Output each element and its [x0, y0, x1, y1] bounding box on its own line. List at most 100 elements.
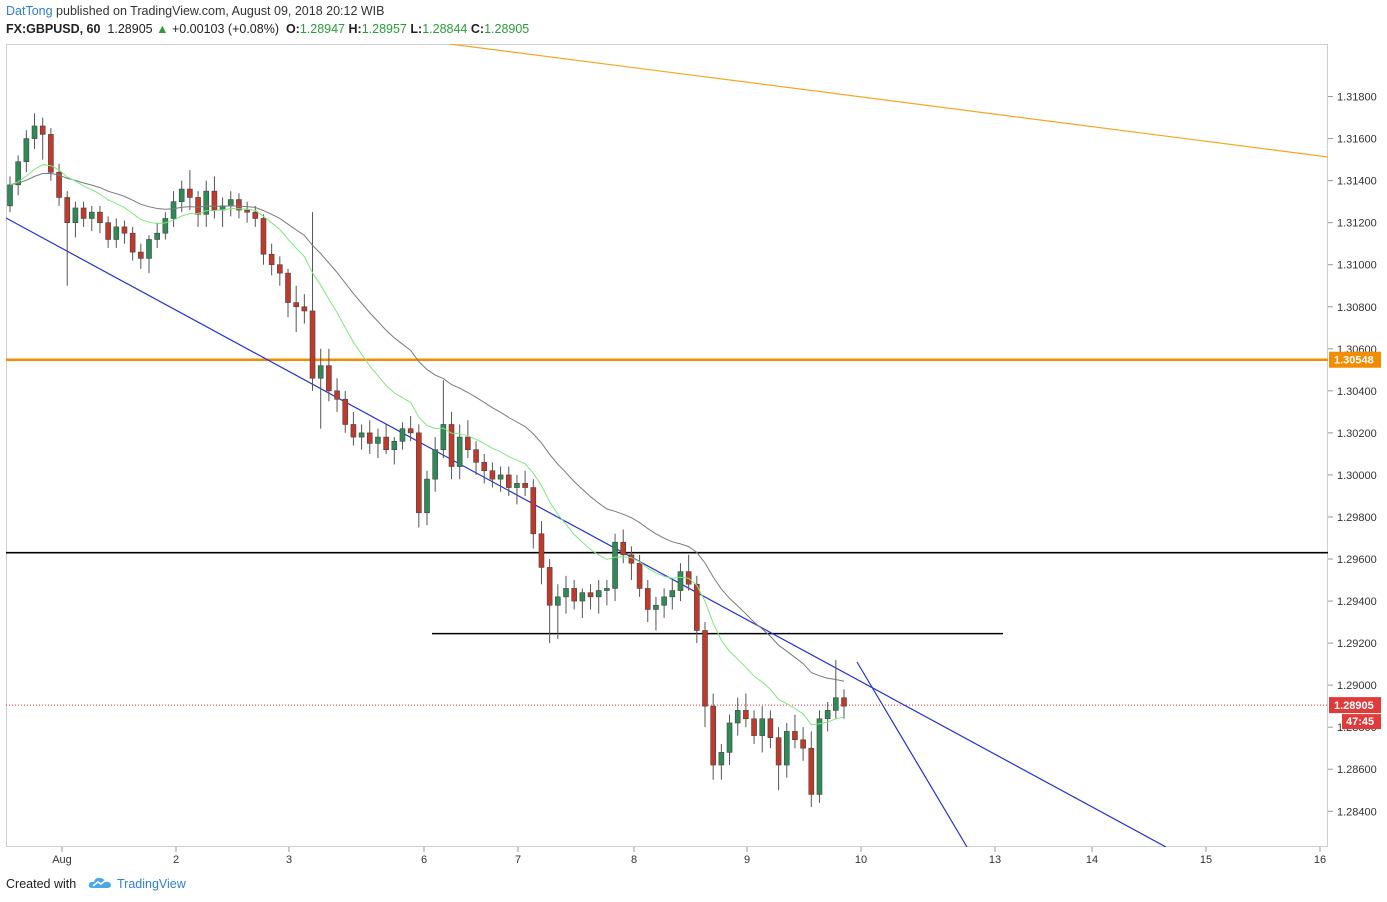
candle-body	[366, 432, 373, 444]
candle-body	[358, 432, 365, 438]
candle-body	[48, 134, 54, 173]
candle-body	[440, 424, 447, 451]
candle-body	[563, 588, 569, 598]
candle-body	[448, 424, 455, 467]
high-key: H:	[348, 22, 362, 36]
candle-body	[211, 190, 218, 211]
tradingview-cloud-icon[interactable]	[88, 875, 112, 891]
candle-body	[227, 199, 234, 207]
candle-body	[456, 436, 463, 467]
low-value: 1.28844	[422, 22, 468, 36]
price-change: +0.00103 (+0.08%)	[171, 22, 279, 36]
candle-body	[669, 590, 676, 598]
candle-body	[285, 272, 291, 303]
candle-body	[162, 218, 169, 234]
candle-body	[841, 697, 847, 707]
y-tick-label: 1.30000	[1337, 470, 1377, 482]
candle-body	[604, 588, 610, 591]
candle-body	[489, 470, 496, 480]
candle-body	[23, 138, 30, 163]
x-tick-label: 9	[744, 854, 750, 866]
candle-body	[612, 541, 618, 589]
publish-info: DatTong published on TradingView.com, Au…	[6, 4, 385, 18]
candle-body	[465, 436, 471, 451]
candle-body	[407, 428, 414, 434]
candle-body	[80, 207, 87, 219]
low-key: L:	[410, 22, 423, 36]
publish-text: published on TradingView.com, August 09,…	[52, 4, 385, 18]
candle-body	[432, 449, 438, 480]
candle-body	[653, 604, 659, 610]
x-tick-label: 2	[173, 854, 179, 866]
close-key: C:	[470, 22, 485, 36]
candle-body	[514, 483, 520, 488]
candle-body	[342, 398, 349, 425]
x-tick-label: 10	[855, 854, 867, 866]
chart-plot-area[interactable]	[6, 44, 1328, 847]
open-key: O:	[285, 22, 300, 36]
author-link[interactable]: DatTong	[6, 4, 53, 18]
candle-body	[309, 310, 316, 379]
x-tick-label: 6	[421, 854, 427, 866]
countdown-label: 47:45	[1346, 716, 1374, 728]
y-tick-label: 1.30200	[1337, 428, 1377, 440]
projection-line	[856, 661, 968, 847]
tradingview-link[interactable]: TradingView	[117, 877, 186, 891]
x-tick-label: 14	[1086, 854, 1098, 866]
candle-body	[195, 197, 201, 215]
last-price-label: 1.28905	[1334, 700, 1374, 712]
candle-body	[301, 306, 308, 312]
candle-body	[555, 596, 561, 606]
y-tick-label: 1.31200	[1337, 218, 1377, 230]
candle-body	[244, 209, 250, 213]
candle-body	[97, 211, 103, 223]
x-tick-label: 16	[1314, 854, 1326, 866]
y-tick-label: 1.28600	[1337, 764, 1377, 776]
candle-body	[317, 365, 324, 379]
candle-body	[505, 474, 512, 488]
candle-body	[775, 737, 782, 766]
symbol-label: FX:GBPUSD, 60	[6, 22, 101, 36]
candle-body	[138, 251, 144, 259]
candle-body	[587, 592, 594, 598]
slow-moving-average	[9, 172, 845, 682]
candle-body	[571, 588, 577, 602]
candle-body	[56, 171, 62, 198]
y-tick-label: 1.31600	[1337, 134, 1377, 146]
candle-body	[726, 722, 733, 753]
candle-body	[268, 253, 275, 266]
candle-body	[252, 211, 259, 219]
candle-body	[424, 478, 430, 514]
x-tick-label: 13	[989, 854, 1001, 866]
candle-body	[759, 718, 766, 736]
candle-body	[72, 207, 79, 223]
y-tick-label: 1.31800	[1337, 92, 1377, 104]
candle-body	[260, 218, 267, 255]
y-tick-label: 1.28400	[1337, 806, 1377, 818]
descending-trendline	[6, 217, 1167, 847]
close-value: 1.28905	[484, 22, 530, 36]
candle-body	[7, 184, 13, 207]
candle-body	[677, 571, 684, 591]
candle-body	[767, 718, 774, 738]
candle-body	[833, 697, 839, 711]
candle-body	[15, 161, 21, 186]
candle-body	[522, 483, 528, 488]
candle-body	[399, 428, 406, 442]
open-value: 1.28947	[299, 22, 346, 36]
candle-body	[743, 710, 749, 720]
price-chart[interactable]: 1.31800 1.31600 1.31400 1.31200 1.31000 1.308…	[0, 0, 1387, 866]
candle-body	[718, 752, 725, 766]
candle-body	[88, 211, 95, 219]
resistance-price-label: 1.30548	[1334, 355, 1374, 367]
candle-body	[710, 705, 716, 766]
x-tick-label: 3	[286, 854, 292, 866]
candle-body	[391, 440, 398, 451]
x-tick-label: 8	[631, 854, 637, 866]
candle-body	[800, 739, 806, 749]
candle-body	[277, 264, 283, 274]
last-price-tag	[1329, 697, 1381, 714]
candle-body	[236, 199, 242, 211]
candle-body	[694, 583, 700, 631]
y-tick-label: 1.30400	[1337, 386, 1377, 398]
